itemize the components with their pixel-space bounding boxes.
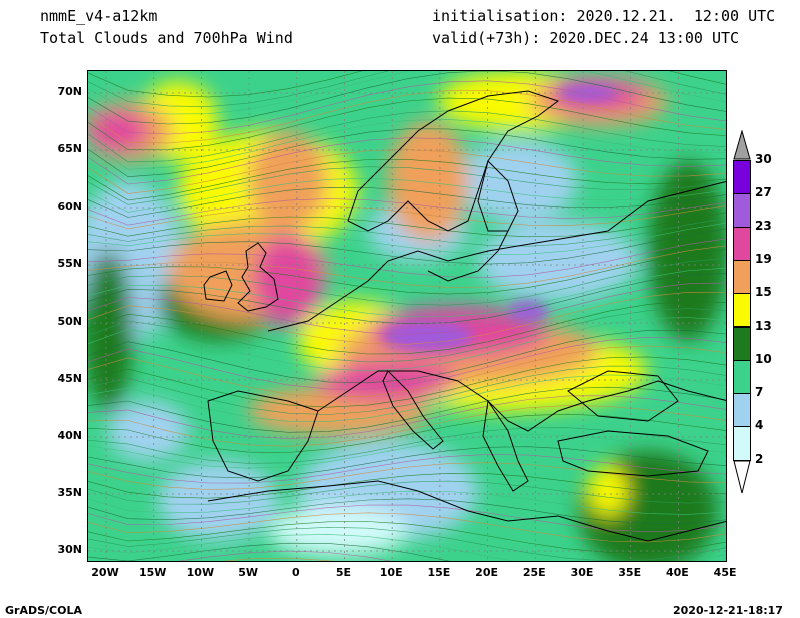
lon-label: 40E (665, 566, 689, 579)
colorbar-segment (733, 160, 751, 195)
colorbar-label: 15 (755, 285, 772, 300)
model-title: nmmE_v4-a12km (40, 7, 158, 25)
lon-label: 20E (475, 566, 498, 579)
colorbar-segment (733, 359, 751, 395)
lon-label: 10E (379, 566, 403, 579)
lon-label: 15W (138, 566, 167, 579)
colorbar-label: 4 (755, 418, 764, 433)
cloud-wind-map (88, 71, 726, 561)
lat-lon-grid (88, 71, 726, 561)
colorbar-label: 19 (755, 251, 772, 266)
valid-time: valid(+73h): 2020.DEC.24 13:00 UTC (432, 29, 740, 47)
init-time: initialisation: 2020.12.21. 12:00 UTC (432, 7, 776, 25)
colorbar-label: 13 (755, 318, 772, 333)
colorbar-segment (733, 426, 751, 461)
colorbar-label: 27 (755, 185, 772, 200)
lon-label: 20W (91, 566, 119, 579)
lon-label: 5W (238, 566, 258, 579)
coastlines (203, 90, 726, 542)
lat-label: 50N (57, 315, 82, 328)
lat-label: 30N (57, 543, 82, 556)
lon-label: 25E (522, 566, 546, 579)
product-title: Total Clouds and 700hPa Wind (40, 29, 293, 47)
lon-label: 30E (570, 566, 594, 579)
lat-label: 65N (57, 142, 82, 155)
lat-label: 70N (57, 85, 82, 98)
colorbar-segment (733, 393, 751, 428)
lat-label: 40N (57, 429, 82, 442)
lon-label: 10W (186, 566, 215, 579)
colorbar-label: 7 (755, 385, 764, 400)
colorbar-segment (733, 193, 751, 228)
colorbar-top-arrow (733, 130, 751, 160)
colorbar-segment (733, 326, 751, 361)
lon-label: 5E (335, 566, 352, 579)
footer-software: GrADS/COLA (5, 604, 82, 617)
colorbar-segment (733, 259, 751, 295)
map-panel (87, 70, 727, 562)
colorbar-label: 30 (755, 152, 772, 166)
colorbar-label: 10 (755, 351, 772, 366)
lon-label: 0 (291, 566, 300, 579)
colorbar-label: 2 (755, 451, 764, 466)
lat-label: 60N (57, 200, 82, 213)
lat-label: 35N (57, 486, 82, 499)
lat-label: 55N (57, 257, 82, 270)
lon-label: 15E (427, 566, 451, 579)
lat-label: 45N (57, 372, 82, 385)
lon-label: 35E (618, 566, 642, 579)
colorbar-label: 23 (755, 218, 772, 233)
colorbar-bottom-arrow (733, 460, 751, 494)
lon-label: 45E (713, 566, 737, 579)
colorbar-segment (733, 226, 751, 261)
colorbar-segment (733, 293, 751, 328)
footer-timestamp: 2020-12-21-18:17 (673, 604, 783, 617)
